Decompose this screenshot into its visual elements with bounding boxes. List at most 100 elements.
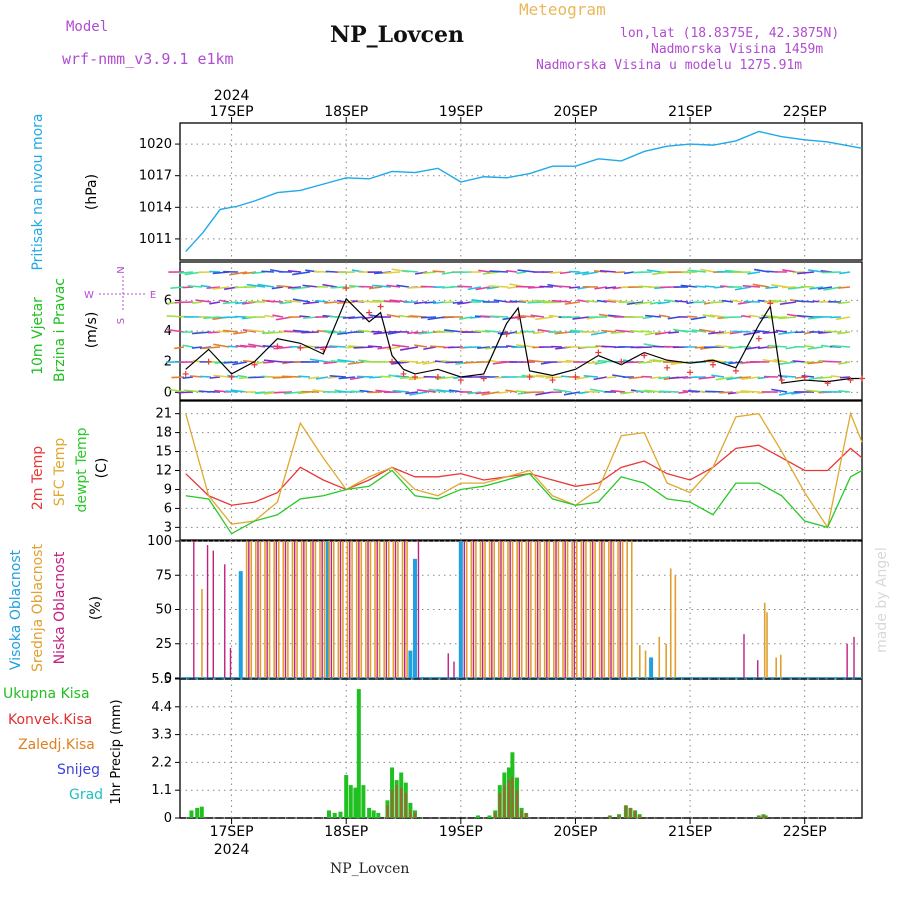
wind-barb [635, 390, 653, 393]
wind-barb [517, 269, 536, 273]
wind-barb [535, 316, 554, 321]
wind-barb [323, 361, 338, 365]
cloud-mid-bar [328, 541, 330, 678]
wind-gust-marker [205, 358, 212, 365]
wind-barb [350, 390, 365, 393]
cloud-low-bar [509, 541, 511, 678]
precip-conv-bar [624, 805, 628, 818]
wind-barb [246, 283, 266, 288]
x-day-label-top: 21SEP [668, 104, 712, 120]
wind-barb [655, 331, 671, 336]
wind-barb [520, 315, 536, 318]
y-tick-label: 1017 [139, 169, 172, 184]
cloud-low-bar [394, 541, 397, 678]
cloud-low-bar [257, 541, 259, 678]
wind-barb [273, 346, 293, 350]
wind-barb [648, 359, 662, 363]
wind-gust-marker [366, 309, 373, 316]
cloud-mid-bar [287, 541, 289, 678]
wind-barb [291, 286, 311, 290]
wind-barb [292, 271, 311, 276]
cloud-low-bar [527, 541, 530, 678]
wind-barb [400, 360, 419, 363]
wind-barb [174, 346, 185, 350]
cloud-low-bar [330, 541, 333, 678]
precip-total-bar [361, 785, 366, 818]
cloud-low-bar [757, 660, 759, 678]
wind-barb [432, 270, 446, 273]
wind-barb [738, 376, 752, 379]
wind-barb [610, 331, 626, 334]
wind-barb [489, 315, 509, 318]
wind-barb [380, 375, 392, 378]
pressure-series-line [185, 130, 863, 253]
wind-barb [767, 344, 788, 348]
cloud-mid-bar [319, 541, 321, 678]
cloud-mid-bar [566, 541, 569, 678]
wind-barb [441, 271, 455, 275]
wind-barb [634, 301, 653, 305]
cloud-low-bar [564, 541, 566, 678]
wind-barb [545, 376, 563, 379]
wind-barb [687, 269, 707, 273]
wind-barb [505, 389, 518, 393]
y-tick-label: 2.2 [151, 755, 172, 770]
cloud-low-bar [206, 545, 209, 678]
wind-barb [391, 361, 410, 365]
wind-barb [436, 330, 455, 333]
wind-barb [457, 301, 473, 305]
cloud-low-bar [453, 661, 455, 678]
cloud-mid-bar [557, 541, 560, 678]
cloud-low-bar [743, 634, 745, 678]
wind-barb [298, 375, 311, 378]
wind-gust-marker [228, 374, 235, 380]
wind-barb [807, 346, 824, 350]
wind-barb [475, 391, 491, 395]
wind-barb [668, 331, 680, 334]
wind-barb [610, 389, 626, 393]
precip-conv-bar [617, 815, 621, 818]
wind-barb [427, 316, 446, 321]
wind-barb [271, 286, 284, 290]
x-day-label-bottom: 18SEP [324, 824, 368, 840]
x-year-label-top: 2024 [214, 88, 250, 104]
wind-barb [612, 374, 626, 378]
wind-barb [499, 331, 518, 336]
wind-barb [691, 329, 707, 333]
wind-barb [658, 314, 671, 318]
precip-conv-bar [524, 812, 528, 818]
x-day-label-bottom: 17SEP [210, 824, 254, 840]
x-day-label-bottom: 21SEP [668, 824, 712, 840]
wind-barb [430, 345, 446, 348]
wind-barb [400, 346, 419, 351]
wind-barb [168, 388, 185, 393]
wind-barb [445, 361, 464, 364]
wind-barb [377, 346, 392, 350]
wind-barb [527, 301, 545, 304]
wind-barb [216, 330, 230, 333]
precip-conv-bar [762, 815, 765, 818]
wind-barb [225, 390, 239, 393]
wind-barb [330, 360, 347, 363]
wind-barb [190, 375, 203, 378]
y-tick-label: 9 [164, 482, 172, 497]
cloud-low-bar [348, 541, 351, 678]
wind-barb [233, 331, 248, 335]
wind-gust-marker [824, 380, 831, 387]
cloud-mid-bar [264, 541, 266, 678]
wind-barb [796, 314, 815, 318]
wind-barb [564, 301, 581, 305]
wind-barb [322, 283, 338, 288]
compass-south: S [116, 318, 127, 324]
wind-barb [182, 376, 194, 379]
cloud-mid-bar [383, 541, 385, 678]
precip-conv-bar [395, 785, 398, 818]
y-tick-label: 15 [155, 445, 172, 460]
cloud-mid-bar [520, 541, 523, 678]
cloud-mid-bar [621, 541, 624, 678]
wind-barb [762, 358, 779, 363]
cloud-mid-bar [475, 541, 477, 678]
wind-barb [353, 346, 374, 349]
wind-barb [759, 316, 770, 320]
wind-barb [615, 329, 635, 333]
